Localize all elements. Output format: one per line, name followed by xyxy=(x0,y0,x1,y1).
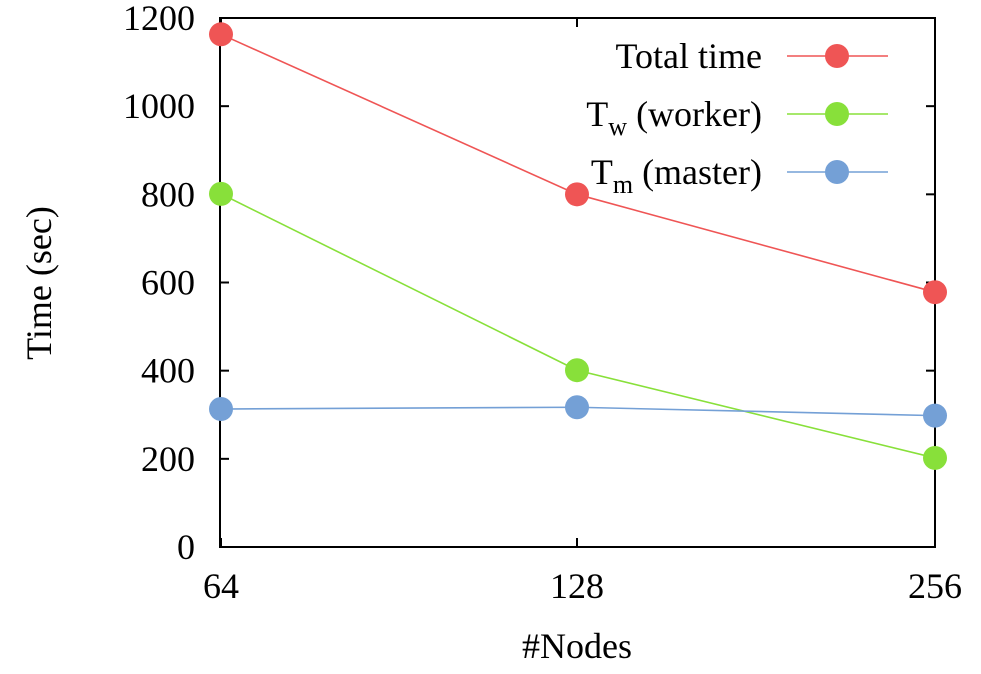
series xyxy=(209,22,947,470)
y-tick-label: 800 xyxy=(141,174,195,214)
ticks: 0 200 400 600 800 1000 1200 64 128 256 xyxy=(123,0,962,606)
plot-frame xyxy=(219,17,936,548)
legend-label-subscript: m xyxy=(613,170,633,199)
legend-label-rest: (worker) xyxy=(627,94,762,134)
data-point-master xyxy=(565,395,589,420)
legend-item-worker: Tw (worker) xyxy=(586,94,888,141)
data-point-total xyxy=(209,22,233,47)
legend-label-main: T xyxy=(586,94,608,134)
axes xyxy=(219,17,936,548)
legend-label-subscript: w xyxy=(608,112,627,141)
y-tick-label: 200 xyxy=(141,439,195,479)
x-tick-label: 128 xyxy=(550,566,604,606)
series-total xyxy=(209,22,947,305)
legend-marker-total xyxy=(825,44,849,68)
legend-label: Total time xyxy=(616,36,762,76)
data-point-master xyxy=(209,397,233,422)
legend-item-master: Tm (master) xyxy=(591,152,888,199)
y-tick-label: 1000 xyxy=(123,86,195,126)
y-tick-label: 1200 xyxy=(123,0,195,38)
data-point-worker xyxy=(209,181,233,206)
legend-marker-master xyxy=(825,160,849,184)
y-axis-title: Time (sec) xyxy=(19,206,59,360)
legend-label-main: Total time xyxy=(616,36,762,76)
x-axis-title: #Nodes xyxy=(522,626,632,666)
y-tick-label: 600 xyxy=(141,263,195,303)
legend-label-rest: (master) xyxy=(633,152,762,192)
data-point-worker xyxy=(923,445,947,470)
series-line-total xyxy=(220,33,936,293)
series-worker xyxy=(209,181,947,470)
data-point-worker xyxy=(565,358,589,383)
series-master xyxy=(209,395,947,428)
data-point-total xyxy=(923,280,947,305)
legend-item-total: Total time xyxy=(616,36,888,76)
legend-marker-worker xyxy=(825,102,849,126)
legend-label: Tw (worker) xyxy=(586,94,762,141)
x-tick-label: 256 xyxy=(908,566,962,606)
x-tick-label: 64 xyxy=(203,566,239,606)
data-point-total xyxy=(565,182,589,207)
y-tick-label: 0 xyxy=(177,527,195,567)
y-tick-label: 400 xyxy=(141,351,195,391)
data-point-master xyxy=(923,403,947,428)
legend-label-main: T xyxy=(591,152,613,192)
legend-label: Tm (master) xyxy=(591,152,762,199)
